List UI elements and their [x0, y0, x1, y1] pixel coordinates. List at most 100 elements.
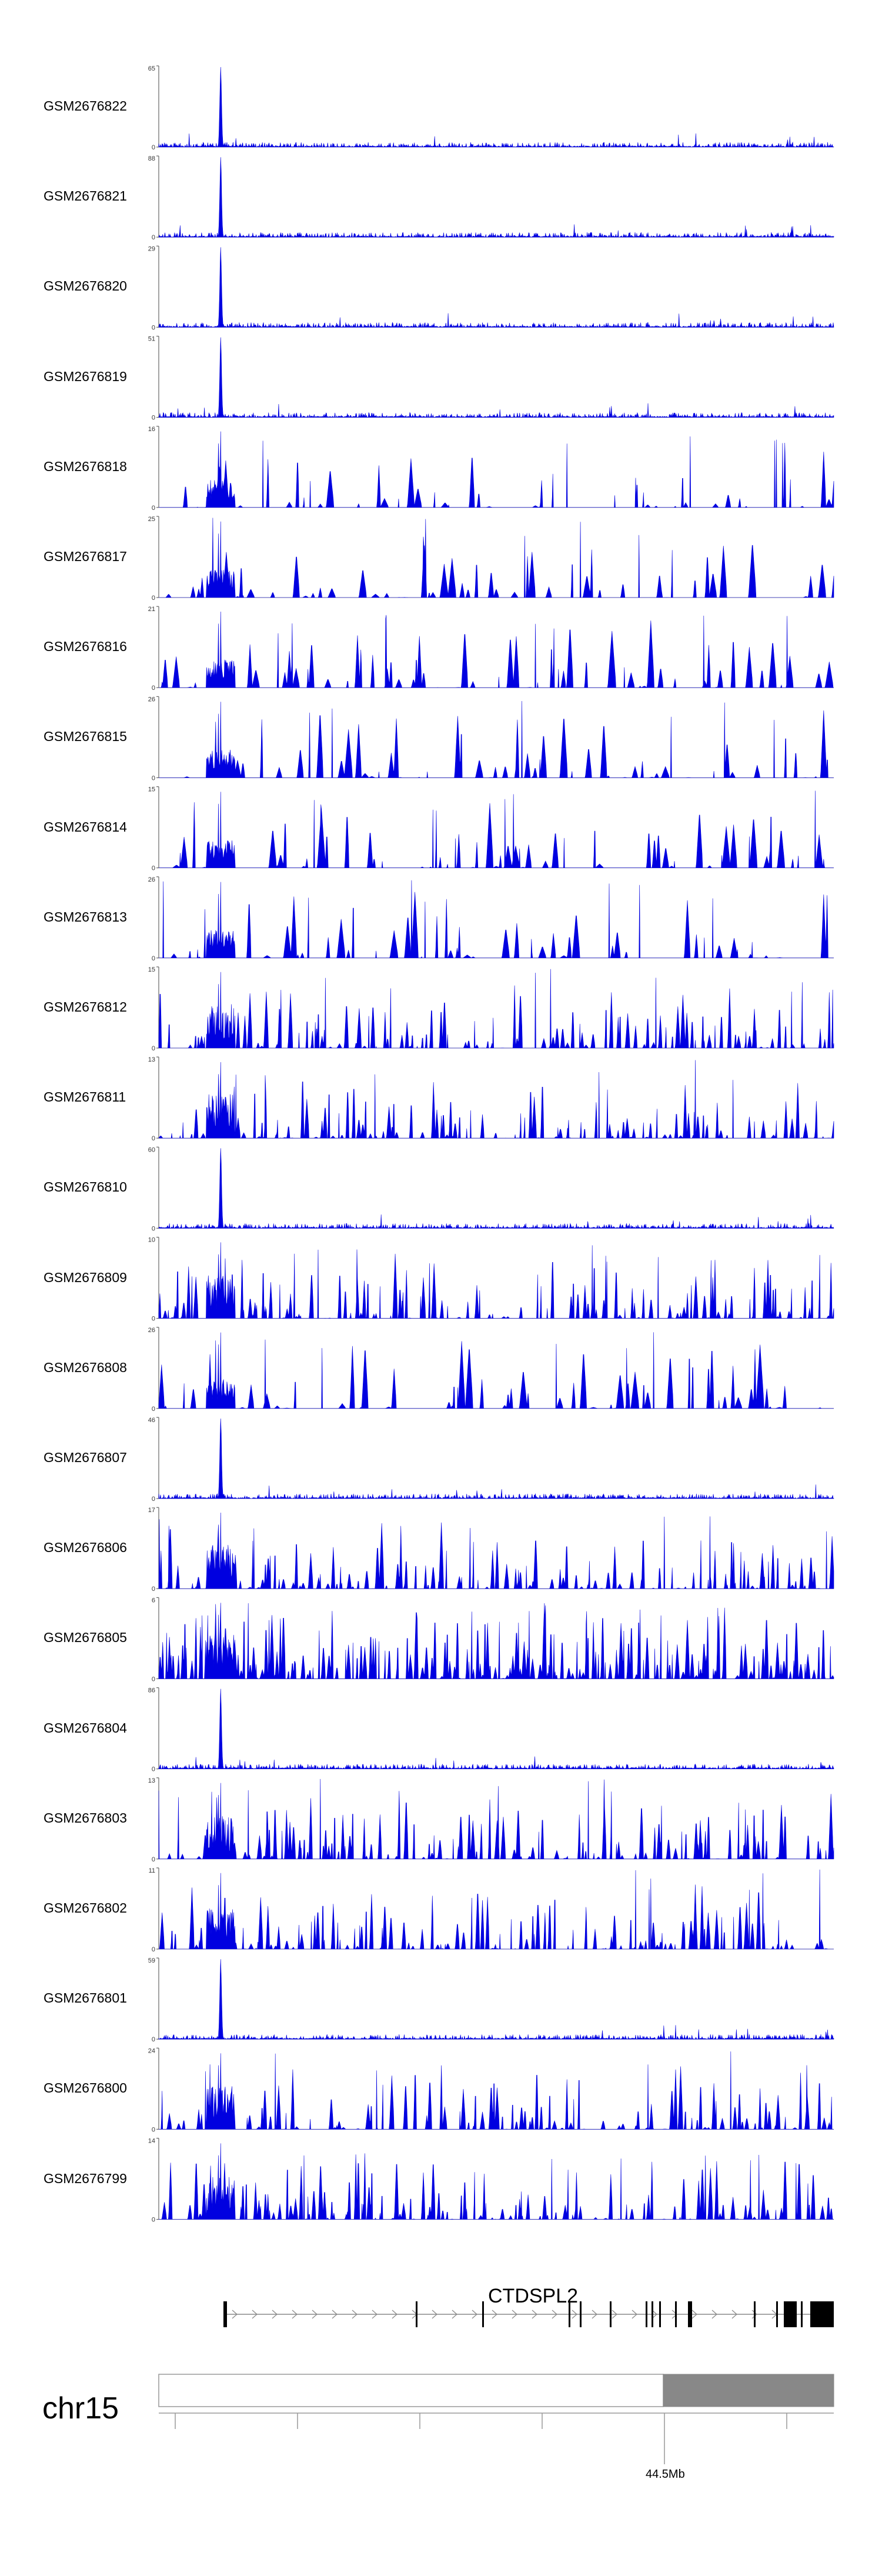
track-GSM2676804: 86 0: [148, 1687, 834, 1773]
track-label: GSM2676815: [44, 729, 127, 745]
strand-arrow: [512, 2310, 517, 2319]
track-GSM2676816: 21 0: [148, 606, 834, 692]
track-GSM2676814: 15 0: [148, 786, 834, 872]
y-min-label: 0: [152, 685, 155, 692]
track-label: GSM2676822: [44, 98, 127, 114]
track-label: GSM2676805: [44, 1630, 127, 1646]
y-min-label: 0: [152, 775, 155, 782]
y-min-label: 0: [152, 2217, 155, 2224]
coverage-area: [158, 247, 834, 328]
track-GSM2676800: 24 0: [148, 2047, 834, 2133]
track-label: GSM2676813: [44, 909, 127, 925]
track-GSM2676808: 26 0: [148, 1327, 834, 1413]
coverage-area: [158, 1242, 834, 1319]
strand-arrow: [312, 2310, 318, 2319]
y-min-label: 0: [152, 1406, 155, 1413]
y-min-label: 0: [152, 144, 155, 151]
track-label: GSM2676800: [44, 2080, 127, 2096]
coverage-area: [158, 1778, 834, 1860]
y-min-label: 0: [152, 1045, 155, 1052]
track-GSM2676809: 10 0: [148, 1237, 834, 1323]
track-label: GSM2676809: [44, 1269, 127, 1285]
strand-arrow: [252, 2310, 258, 2319]
track-label: GSM2676810: [44, 1179, 127, 1195]
track-GSM2676812: 15 0: [148, 966, 834, 1052]
track-label: GSM2676814: [44, 819, 127, 835]
track-GSM2676817: 25 0: [148, 516, 834, 602]
coverage-area: [159, 611, 834, 688]
coverage-area: [159, 790, 834, 868]
coverage-area: [159, 1869, 834, 1950]
y-max-label: 86: [148, 1687, 155, 1694]
y-max-label: 88: [148, 155, 155, 162]
track-label: GSM2676803: [44, 1810, 127, 1826]
coverage-area: [158, 1689, 834, 1770]
strand-arrow: [372, 2310, 377, 2319]
y-max-label: 17: [148, 1507, 155, 1514]
gene-exon: [776, 2301, 778, 2327]
coverage-area: [158, 1148, 834, 1229]
coverage-area: [158, 1603, 834, 1679]
gene-exon: [416, 2301, 417, 2327]
strand-arrow: [592, 2310, 597, 2319]
gene-exon: [610, 2301, 612, 2327]
track-label: GSM2676820: [44, 278, 127, 294]
strand-arrow: [691, 2310, 697, 2319]
y-max-label: 29: [148, 245, 155, 252]
track-GSM2676799: 14 0: [148, 2138, 834, 2224]
gene-exon: [652, 2301, 653, 2327]
y-max-label: 6: [152, 1597, 155, 1604]
gene-exon: [784, 2301, 797, 2327]
y-min-label: 0: [152, 595, 155, 602]
strand-arrow: [452, 2310, 457, 2319]
strand-arrow: [612, 2310, 617, 2319]
y-max-label: 25: [148, 516, 155, 523]
y-max-label: 65: [148, 65, 155, 72]
track-label: GSM2676808: [44, 1359, 127, 1375]
coverage-area: [158, 969, 834, 1049]
y-max-label: 24: [148, 2047, 155, 2054]
strand-arrow: [492, 2310, 497, 2319]
strand-arrow: [632, 2310, 637, 2319]
y-min-label: 0: [152, 324, 155, 331]
track-GSM2676807: 46 0: [148, 1417, 834, 1503]
strand-arrow: [292, 2310, 298, 2319]
track-label: GSM2676799: [44, 2170, 127, 2186]
track-GSM2676815: 26 0: [148, 696, 834, 782]
track-label: GSM2676802: [44, 1900, 127, 1916]
track-label: GSM2676812: [44, 999, 127, 1015]
track-GSM2676806: 17 0: [148, 1507, 834, 1593]
chromosome-ideogram: [158, 2374, 834, 2464]
y-min-label: 0: [152, 2036, 155, 2043]
y-max-label: 26: [148, 1327, 155, 1334]
gene-exon: [675, 2301, 677, 2327]
y-min-label: 0: [152, 1316, 155, 1323]
coverage-area: [159, 2143, 834, 2220]
gene-exon: [223, 2301, 227, 2327]
track-label: GSM2676821: [44, 188, 127, 204]
track-GSM2676818: 16 0: [148, 426, 834, 512]
y-max-label: 51: [148, 336, 155, 343]
y-max-label: 11: [149, 1867, 155, 1874]
y-max-label: 15: [148, 786, 155, 793]
y-min-label: 0: [152, 865, 155, 872]
y-min-label: 0: [152, 1766, 155, 1773]
y-max-label: 46: [148, 1417, 155, 1424]
y-max-label: 26: [148, 876, 155, 883]
track-label: GSM2676817: [44, 549, 127, 564]
strand-arrow: [352, 2310, 358, 2319]
coverage-area: [159, 518, 834, 598]
strand-arrow: [472, 2310, 477, 2319]
y-min-label: 0: [152, 955, 155, 962]
y-max-label: 21: [148, 606, 155, 613]
coverage-area: [158, 1060, 834, 1139]
coverage-area: [158, 1512, 834, 1590]
y-min-label: 0: [152, 505, 155, 512]
track-label: GSM2676818: [44, 458, 127, 474]
y-min-label: 0: [152, 1586, 155, 1593]
track-label: GSM2676801: [44, 1990, 127, 2006]
gene-exon: [646, 2301, 647, 2327]
y-max-label: 59: [148, 1957, 155, 1964]
y-max-label: 14: [148, 2138, 155, 2145]
coverage-area: [158, 337, 834, 418]
